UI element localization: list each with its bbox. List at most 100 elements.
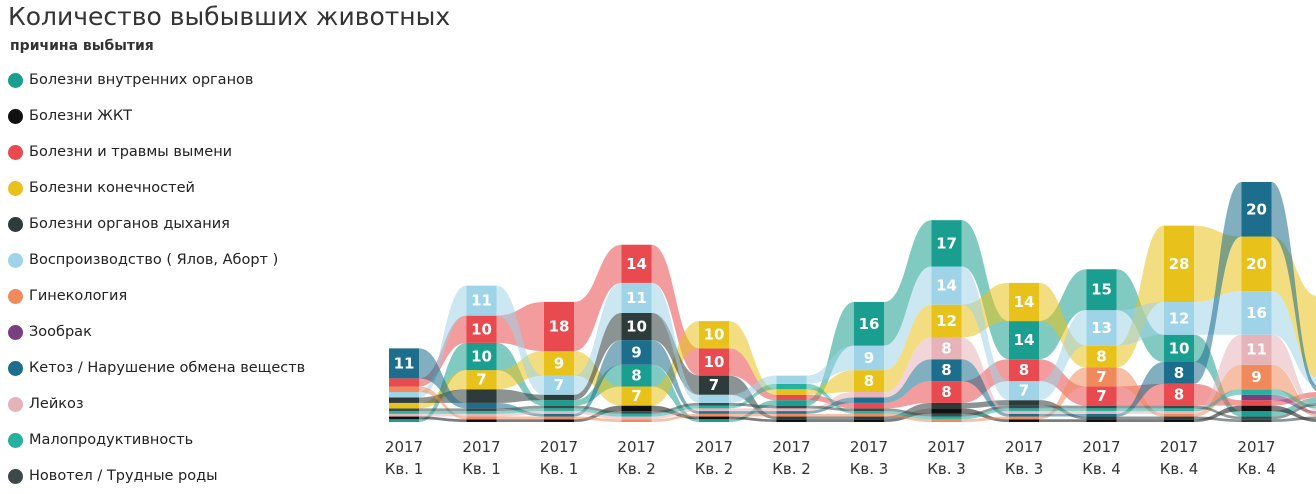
bar-segment[interactable] — [1087, 414, 1117, 417]
bar-segment[interactable] — [777, 414, 807, 417]
ribbon — [1117, 406, 1165, 409]
bar-segment[interactable] — [1164, 406, 1194, 409]
bar-segment[interactable] — [777, 419, 807, 422]
bar-segment[interactable] — [1164, 411, 1194, 414]
data-label: 28 — [1169, 255, 1190, 273]
bar-segment[interactable] — [389, 419, 419, 422]
bar-segment[interactable] — [777, 395, 807, 400]
bar-segment[interactable] — [932, 417, 962, 420]
bar-segment[interactable] — [854, 417, 884, 420]
bar-segment[interactable] — [1242, 406, 1272, 411]
bar-segment[interactable] — [389, 378, 419, 386]
bar-segment[interactable] — [544, 406, 574, 409]
bar-segment[interactable] — [854, 408, 884, 411]
bar-segment[interactable] — [777, 411, 807, 414]
bar-segment[interactable] — [1242, 389, 1272, 394]
bar-segment[interactable] — [467, 389, 497, 403]
bar-segment[interactable] — [854, 403, 884, 408]
bar-segment[interactable] — [854, 392, 884, 397]
bar-segment[interactable] — [1087, 406, 1117, 409]
bar-segment[interactable] — [622, 414, 652, 417]
x-tick-label: Кв. 1 — [540, 460, 579, 478]
bar-segment[interactable] — [932, 403, 962, 408]
bar-segment[interactable] — [389, 403, 419, 408]
bar-segment[interactable] — [777, 400, 807, 405]
bar-segment[interactable] — [389, 414, 419, 417]
bar-segment[interactable] — [1242, 400, 1272, 405]
bar-segment[interactable] — [467, 417, 497, 420]
data-label: 9 — [631, 343, 641, 361]
data-label: 8 — [1019, 361, 1029, 379]
bar-segment[interactable] — [544, 414, 574, 417]
bar-segment[interactable] — [544, 419, 574, 422]
bar-segment[interactable] — [622, 419, 652, 422]
bar-segment[interactable] — [389, 397, 419, 402]
bar-segment[interactable] — [777, 417, 807, 420]
bar-segment[interactable] — [544, 395, 574, 400]
bar-segment[interactable] — [699, 406, 729, 409]
bar-segment[interactable] — [854, 414, 884, 417]
bar-segment[interactable] — [467, 411, 497, 414]
bar-segment[interactable] — [1164, 408, 1194, 411]
bar-segment[interactable] — [544, 400, 574, 405]
bar-segment[interactable] — [389, 411, 419, 414]
bar-segment[interactable] — [1087, 417, 1117, 420]
bar-segment[interactable] — [389, 408, 419, 411]
bar-segment[interactable] — [1009, 406, 1039, 409]
bar-segment[interactable] — [699, 403, 729, 406]
bar-segment[interactable] — [1242, 419, 1272, 422]
bar-segment[interactable] — [699, 417, 729, 420]
bar-segment[interactable] — [389, 392, 419, 397]
bar-segment[interactable] — [854, 419, 884, 422]
bar-segment[interactable] — [699, 395, 729, 403]
bar-segment[interactable] — [467, 408, 497, 411]
bar-segment[interactable] — [389, 417, 419, 420]
bar-segment[interactable] — [544, 417, 574, 420]
bar-segment[interactable] — [777, 376, 807, 384]
bar-segment[interactable] — [1242, 417, 1272, 420]
bar-segment[interactable] — [1009, 414, 1039, 417]
bar-segment[interactable] — [777, 406, 807, 409]
x-tick-label: 2017 — [462, 438, 500, 456]
bar-segment[interactable] — [1009, 411, 1039, 414]
bar-segment[interactable] — [1164, 414, 1194, 417]
bar-segment[interactable] — [854, 411, 884, 414]
bar-segment[interactable] — [699, 411, 729, 414]
bar-segment[interactable] — [1009, 408, 1039, 411]
bar-segment[interactable] — [932, 408, 962, 413]
bar-segment[interactable] — [1242, 395, 1272, 400]
bar-segment[interactable] — [1009, 417, 1039, 420]
bar-segment[interactable] — [777, 384, 807, 389]
bar-segment[interactable] — [777, 389, 807, 394]
bar-segment[interactable] — [854, 397, 884, 402]
bar-segment[interactable] — [467, 419, 497, 422]
x-tick-label: Кв. 1 — [385, 460, 424, 478]
bar-segment[interactable] — [1164, 419, 1194, 422]
bar-segment[interactable] — [699, 419, 729, 422]
bar-segment[interactable] — [1009, 419, 1039, 422]
bar-segment[interactable] — [467, 403, 497, 408]
bar-segment[interactable] — [1009, 400, 1039, 405]
bar-segment[interactable] — [467, 414, 497, 417]
bar-segment[interactable] — [932, 414, 962, 417]
x-tick-label: 2017 — [1005, 438, 1043, 456]
ribbon — [1039, 408, 1087, 411]
bar-segment[interactable] — [777, 408, 807, 411]
bar-segment[interactable] — [622, 411, 652, 414]
bar-segment[interactable] — [1087, 419, 1117, 422]
bar-segment[interactable] — [1242, 411, 1272, 416]
bar-segment[interactable] — [622, 406, 652, 411]
bar-segment[interactable] — [699, 408, 729, 411]
bar-segment[interactable] — [622, 417, 652, 420]
bar-segment[interactable] — [1087, 411, 1117, 414]
data-label: 10 — [626, 318, 647, 336]
x-tick-label: Кв. 4 — [1237, 460, 1276, 478]
bar-segment[interactable] — [932, 419, 962, 422]
bar-segment[interactable] — [699, 414, 729, 417]
bar-segment[interactable] — [544, 408, 574, 411]
data-label: 17 — [936, 234, 957, 252]
bar-segment[interactable] — [544, 411, 574, 414]
bar-segment[interactable] — [1087, 408, 1117, 411]
bar-segment[interactable] — [389, 387, 419, 392]
bar-segment[interactable] — [1164, 417, 1194, 420]
